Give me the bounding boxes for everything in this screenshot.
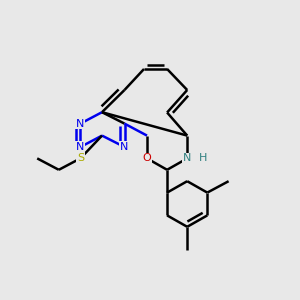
- Text: O: O: [142, 153, 152, 164]
- Text: N: N: [76, 142, 85, 152]
- Text: N: N: [76, 118, 85, 129]
- Text: S: S: [77, 153, 84, 164]
- Text: N: N: [183, 153, 191, 164]
- Text: N: N: [120, 142, 129, 152]
- Text: H: H: [199, 153, 207, 164]
